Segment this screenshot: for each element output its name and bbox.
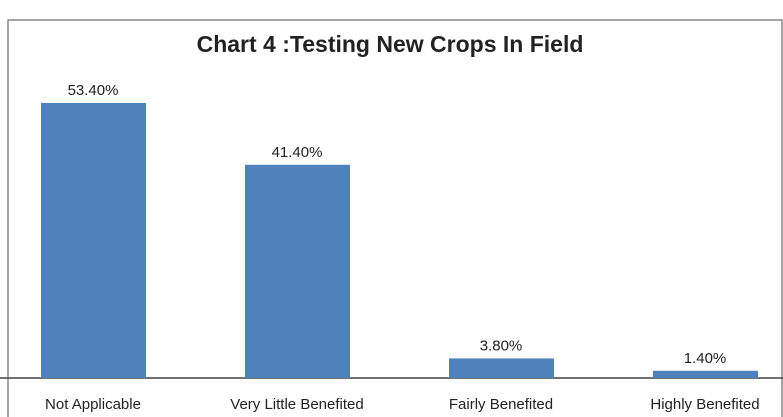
- bar: [41, 102, 146, 379]
- data-label: 41.40%: [272, 144, 323, 161]
- x-tick-label: Highly Benefited: [650, 396, 759, 413]
- x-tick-label: Not Applicable: [45, 396, 141, 413]
- data-label: 53.40%: [68, 82, 119, 99]
- bar: [449, 358, 554, 378]
- bar: [653, 370, 758, 378]
- x-tick-label: Fairly Benefited: [449, 396, 553, 413]
- x-tick-label: Very Little Benefited: [230, 396, 363, 413]
- bar: [245, 164, 350, 378]
- data-label: 3.80%: [480, 337, 523, 354]
- data-label: 1.40%: [684, 350, 727, 367]
- chart-title: Chart 4 :Testing New Crops In Field: [197, 31, 584, 57]
